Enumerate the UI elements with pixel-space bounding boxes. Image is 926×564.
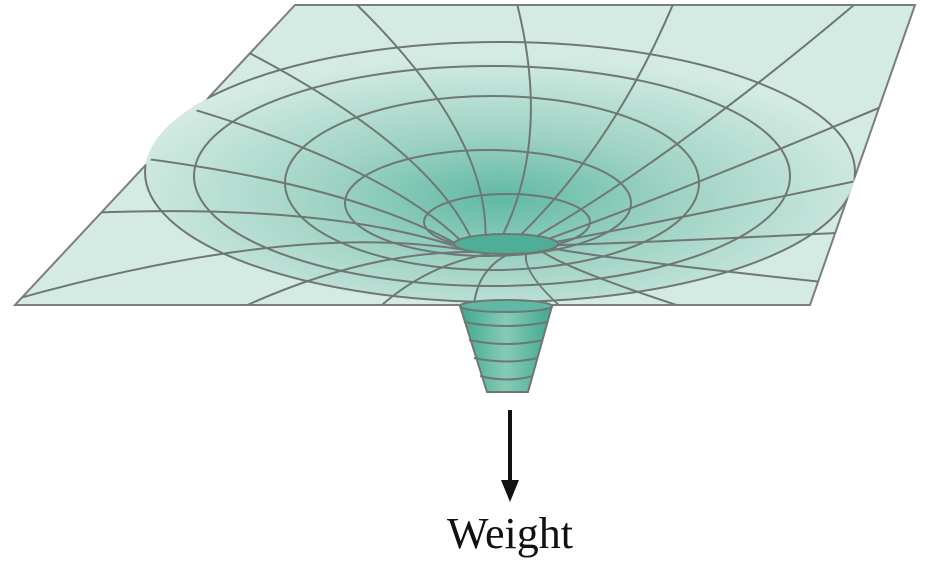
ring xyxy=(344,149,632,257)
tube-band xyxy=(463,321,549,327)
radial-line xyxy=(556,98,915,243)
radial-line xyxy=(557,209,915,247)
arrow-head xyxy=(501,480,519,502)
radial-line xyxy=(457,5,532,235)
radial-line xyxy=(472,253,543,305)
ring xyxy=(193,65,791,287)
sheet-grid xyxy=(15,5,915,305)
weight-tube xyxy=(458,299,554,393)
radial-line xyxy=(278,252,492,305)
tube-band xyxy=(479,375,534,381)
radial-line xyxy=(43,250,475,305)
radial-line xyxy=(540,250,915,305)
radial-line xyxy=(552,247,915,305)
radial-line xyxy=(549,5,915,240)
radial-line xyxy=(524,252,799,305)
radial-line xyxy=(520,5,722,236)
tube-band xyxy=(473,357,539,363)
tube-band xyxy=(468,339,544,345)
radial-line xyxy=(536,5,915,237)
radial-line xyxy=(15,26,461,241)
radial-line xyxy=(15,132,455,244)
well-shade xyxy=(145,42,855,302)
radial-line xyxy=(200,5,487,235)
weight-label: Weight xyxy=(447,509,573,558)
radial-line xyxy=(15,5,472,238)
radial-line xyxy=(15,210,456,248)
radial-line xyxy=(15,241,463,305)
throat xyxy=(453,233,559,255)
tube-top xyxy=(459,299,553,313)
